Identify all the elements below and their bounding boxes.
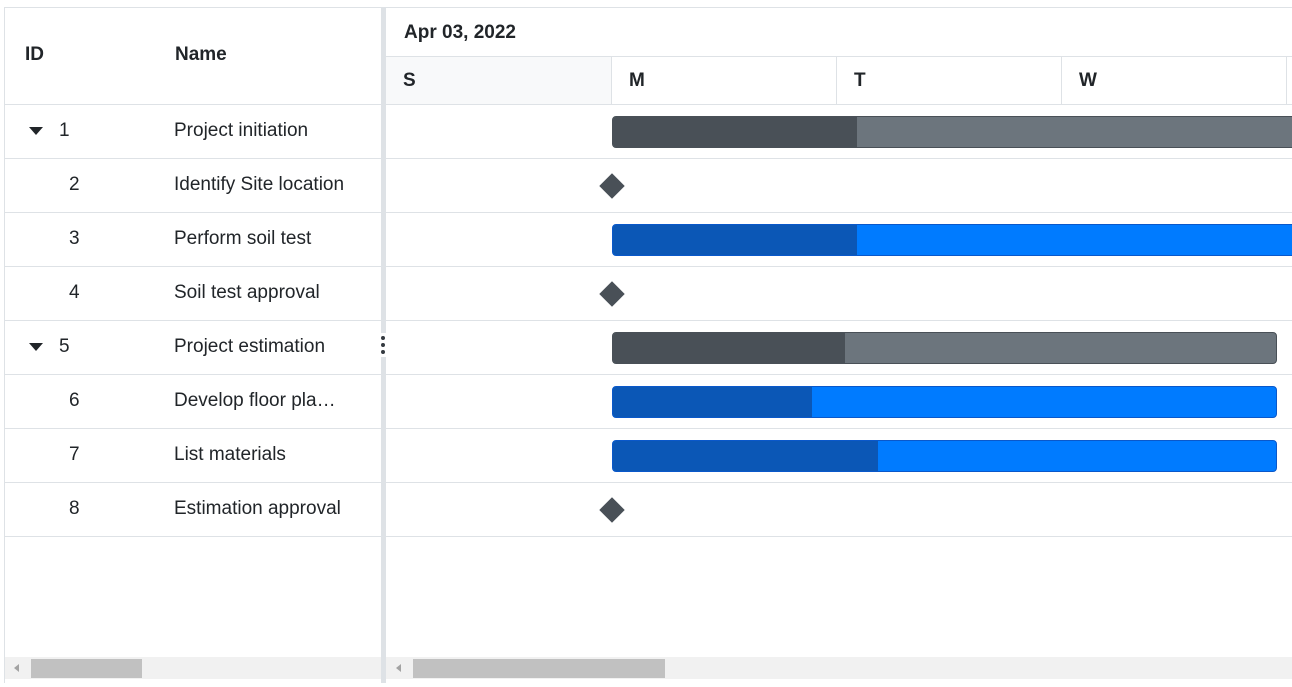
chart-horizontal-scrollbar[interactable] <box>386 657 1292 679</box>
week-label: Apr 03, 2022 <box>404 22 516 43</box>
scroll-left-arrow-icon[interactable] <box>14 664 19 672</box>
timeline-bottom-tier: S M T W <box>386 57 1292 105</box>
chart-row <box>386 105 1292 159</box>
chart-row <box>386 429 1292 483</box>
day-column-tuesday: T <box>837 57 1062 104</box>
progress-fill <box>613 225 858 255</box>
milestone-diamond[interactable] <box>599 497 625 523</box>
splitter-handle-icon[interactable] <box>381 333 386 357</box>
task-name: Perform soil test <box>174 228 312 249</box>
table-row[interactable]: 1 Project initiation <box>5 105 381 159</box>
chart-row <box>386 375 1292 429</box>
task-id: 1 <box>59 120 70 141</box>
task-name: List materials <box>174 444 286 465</box>
task-id: 5 <box>59 336 70 357</box>
day-column-sunday: S <box>386 57 612 104</box>
scroll-left-arrow-icon[interactable] <box>396 664 401 672</box>
column-header-name[interactable]: Name <box>175 44 227 65</box>
collapse-caret-icon[interactable] <box>29 127 43 135</box>
day-label: M <box>629 70 645 91</box>
chart-row <box>386 213 1292 267</box>
task-name: Identify Site location <box>174 174 345 195</box>
task-name: Project estimation <box>174 336 326 357</box>
task-id: 3 <box>69 228 80 249</box>
task-name: Project initiation <box>174 120 309 141</box>
chart-row <box>386 267 1292 321</box>
day-label: S <box>403 70 416 91</box>
day-column-wednesday: W <box>1062 57 1287 104</box>
parent-task-bar[interactable] <box>612 332 1277 364</box>
progress-fill <box>613 333 846 363</box>
task-bar[interactable] <box>612 224 1292 256</box>
progress-fill <box>613 387 812 417</box>
collapse-caret-icon[interactable] <box>29 343 43 351</box>
grid-header: ID Name <box>5 8 381 105</box>
chart-row <box>386 483 1292 537</box>
day-label: W <box>1079 70 1097 91</box>
task-id: 2 <box>69 174 80 195</box>
task-name: Develop floor pla… <box>174 390 336 411</box>
task-id: 6 <box>69 390 80 411</box>
task-id: 7 <box>69 444 80 465</box>
task-name: Estimation approval <box>174 498 341 519</box>
table-row[interactable]: 5 Project estimation <box>5 321 381 375</box>
task-bar[interactable] <box>612 440 1277 472</box>
table-row[interactable]: 8 Estimation approval <box>5 483 381 537</box>
chart-row <box>386 159 1292 213</box>
gantt-chart: ID Name 1 Project initiation 2 Identify … <box>4 7 1292 683</box>
task-bar[interactable] <box>612 386 1277 418</box>
milestone-diamond[interactable] <box>599 173 625 199</box>
table-row[interactable]: 2 Identify Site location <box>5 159 381 213</box>
table-row[interactable]: 3 Perform soil test <box>5 213 381 267</box>
progress-fill <box>613 441 879 471</box>
task-name: Soil test approval <box>174 282 320 303</box>
day-label: T <box>854 70 866 91</box>
timeline-chart: Apr 03, 2022 S M T W <box>386 8 1292 683</box>
parent-task-bar[interactable] <box>612 116 1292 148</box>
day-column-monday: M <box>612 57 837 104</box>
scrollbar-thumb[interactable] <box>31 659 142 678</box>
chart-row <box>386 321 1292 375</box>
table-row[interactable]: 6 Develop floor pla… <box>5 375 381 429</box>
timeline-top-tier: Apr 03, 2022 <box>386 8 1292 57</box>
column-header-id[interactable]: ID <box>25 44 44 65</box>
table-row[interactable]: 4 Soil test approval <box>5 267 381 321</box>
grid-horizontal-scrollbar[interactable] <box>5 657 381 679</box>
milestone-diamond[interactable] <box>599 281 625 307</box>
task-id: 8 <box>69 498 80 519</box>
task-id: 4 <box>69 282 80 303</box>
table-row[interactable]: 7 List materials <box>5 429 381 483</box>
scrollbar-thumb[interactable] <box>413 659 665 678</box>
progress-fill <box>613 117 858 147</box>
task-grid: ID Name 1 Project initiation 2 Identify … <box>5 8 381 683</box>
